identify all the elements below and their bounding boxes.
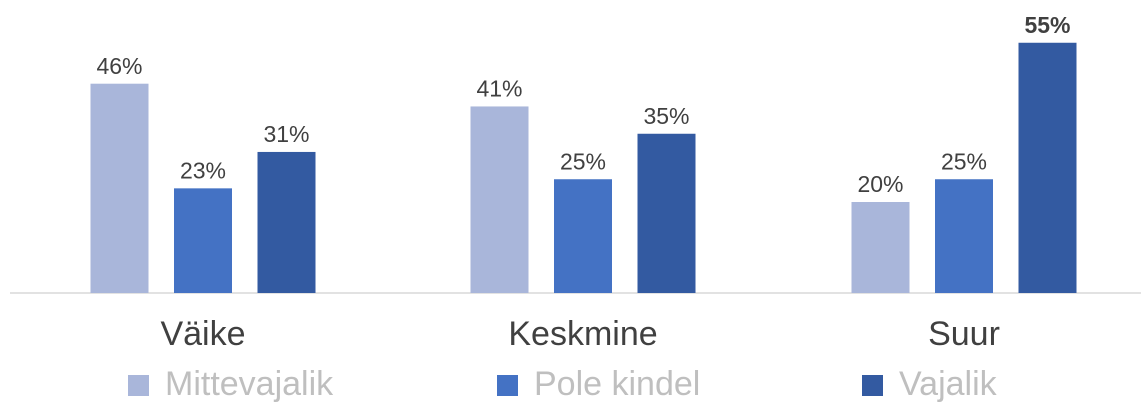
- bar: [637, 133, 696, 293]
- bar: [935, 179, 993, 293]
- bar: [470, 106, 529, 293]
- bar: [257, 151, 316, 293]
- value-label: 23%: [180, 157, 226, 183]
- value-label: 20%: [857, 171, 903, 197]
- legend-swatch: [862, 375, 883, 396]
- bar: [554, 179, 612, 293]
- x-tick-label: Keskmine: [508, 315, 657, 353]
- bar: [1018, 42, 1077, 293]
- legend-swatch: [497, 375, 518, 396]
- x-tick-label: Väike: [160, 315, 245, 353]
- value-label: 46%: [96, 53, 142, 79]
- value-label: 41%: [476, 76, 522, 102]
- bar: [174, 188, 232, 293]
- bar: [90, 83, 149, 293]
- value-label: 25%: [941, 148, 987, 174]
- value-label: 35%: [643, 103, 689, 129]
- legend-label: Mittevajalik: [165, 365, 334, 403]
- value-label: 25%: [560, 148, 606, 174]
- legend-swatch: [128, 375, 149, 396]
- legend-label: Vajalik: [899, 365, 998, 403]
- bar: [851, 202, 910, 293]
- value-label: 55%: [1024, 12, 1070, 38]
- x-tick-label: Suur: [928, 315, 1000, 353]
- value-label: 31%: [263, 121, 309, 147]
- legend-label: Pole kindel: [534, 365, 700, 403]
